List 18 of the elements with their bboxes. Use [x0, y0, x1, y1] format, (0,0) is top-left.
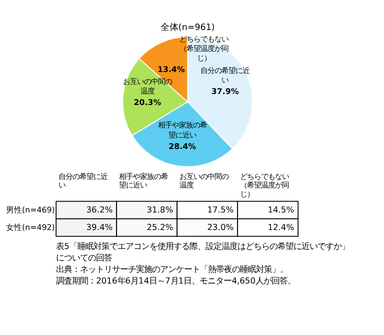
data-label: 20.3%	[134, 98, 162, 108]
text: 調査期間：2016年6月14日～7月1日、モニター4,650人が回答。	[56, 275, 296, 286]
source-note: 出典：ネットリサーチ実施のアンケート「熱帯夜の睡眠対策」。	[56, 264, 288, 274]
chart-title: 全体(n=961)	[160, 22, 215, 33]
data-label: 17.5%	[207, 204, 234, 215]
data-label: 31.8%	[146, 204, 174, 215]
y-tick-label: 女性(n=492)	[6, 223, 55, 232]
data-label: 13.4%	[157, 64, 185, 74]
data-label: 37.9%	[211, 86, 239, 96]
data-label: 28.4%	[168, 142, 196, 151]
data-label: 25.2%	[146, 222, 174, 232]
data-label: 12.4%	[268, 222, 294, 232]
data-label: 36.2%	[86, 204, 113, 215]
y-tick-label: 男性(n=469)	[6, 206, 55, 215]
data-label: 14.5%	[268, 204, 294, 215]
data-label: 39.4%	[86, 222, 113, 232]
text: 表5「睡眠対策でエアコンを使用する際、設定温度はどちらの希望に近いですか」についての回答	[56, 241, 350, 262]
data-label: 23.0%	[207, 222, 234, 232]
